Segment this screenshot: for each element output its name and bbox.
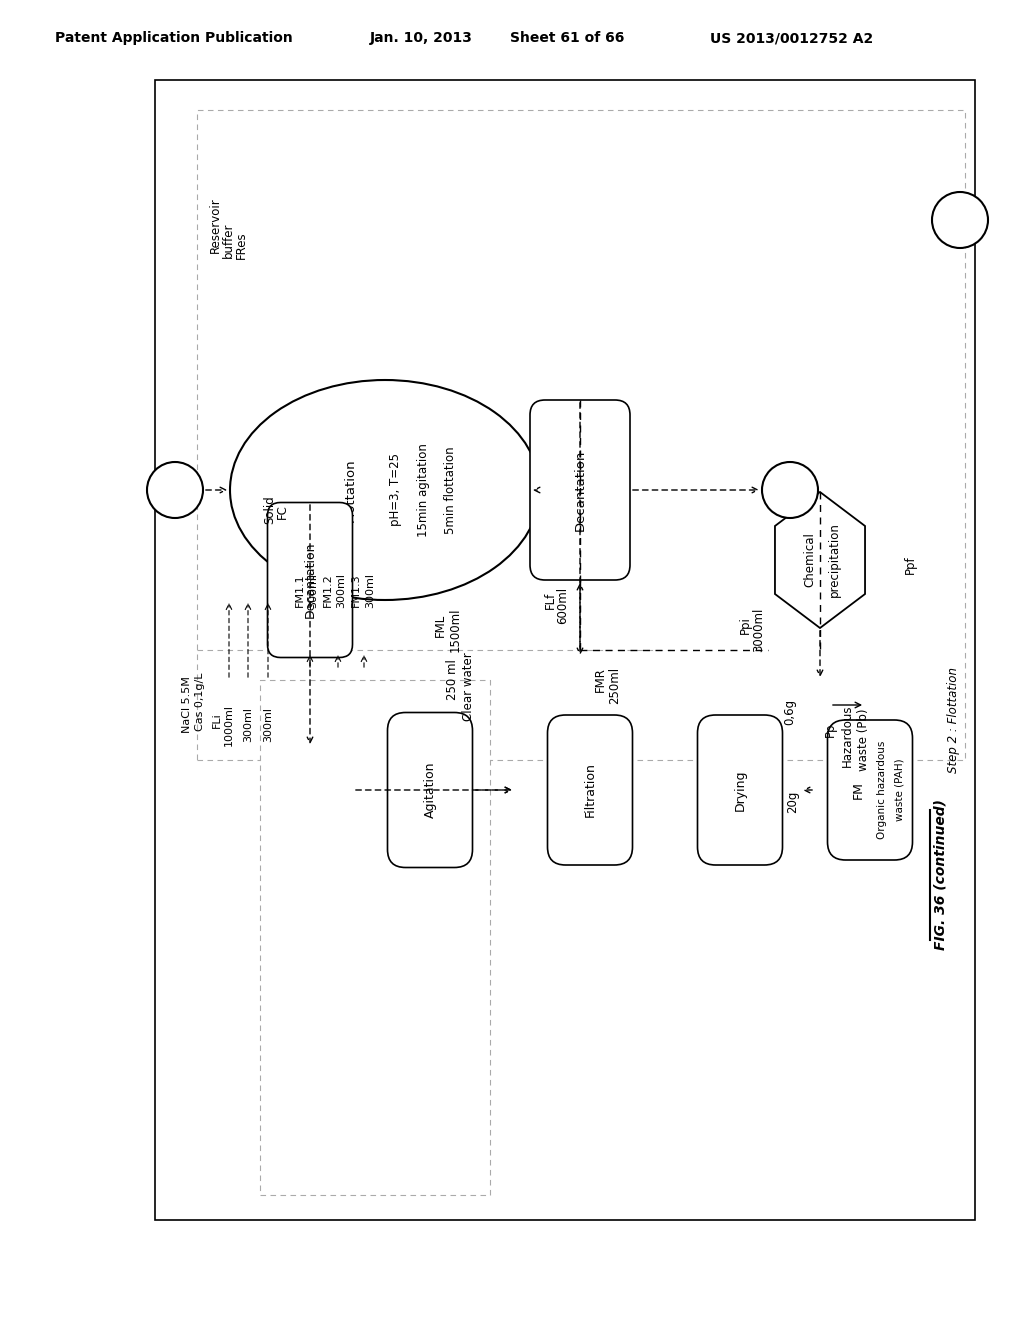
FancyBboxPatch shape (827, 719, 912, 861)
FancyBboxPatch shape (267, 503, 352, 657)
Circle shape (147, 462, 203, 517)
Text: waste (Pb): waste (Pb) (856, 709, 869, 771)
Text: Cas 0,1g/L: Cas 0,1g/L (195, 673, 205, 731)
Text: Filtration: Filtration (584, 763, 597, 817)
Text: 300ml: 300ml (365, 573, 375, 607)
FancyBboxPatch shape (387, 713, 472, 867)
Text: Organic hazardous: Organic hazardous (877, 741, 887, 840)
Text: FC: FC (275, 504, 289, 520)
Text: Pp: Pp (823, 723, 837, 738)
Text: Patent Application Publication: Patent Application Publication (55, 30, 293, 45)
Bar (155, 81, 975, 1220)
Text: 1000ml: 1000ml (224, 704, 234, 746)
Text: 300ml: 300ml (243, 708, 253, 742)
Circle shape (932, 191, 988, 248)
Polygon shape (775, 492, 865, 628)
Text: Clear water: Clear water (462, 652, 474, 721)
Text: 250 ml: 250 ml (446, 660, 460, 701)
Ellipse shape (230, 380, 540, 601)
Text: Solid: Solid (263, 495, 276, 524)
Text: 250ml: 250ml (608, 667, 622, 704)
Text: 1500ml: 1500ml (449, 607, 462, 652)
Text: Reservoir: Reservoir (209, 197, 221, 253)
Text: Hazardous: Hazardous (841, 705, 853, 767)
Text: Decantation: Decantation (303, 541, 316, 618)
Text: B: B (781, 484, 799, 496)
Text: NaCl 5.5M: NaCl 5.5M (182, 677, 193, 734)
Text: 3000ml: 3000ml (753, 607, 766, 652)
Text: A: A (166, 484, 184, 496)
Text: Ppf: Ppf (903, 556, 916, 574)
Text: Step 2 : Flottation: Step 2 : Flottation (946, 667, 959, 774)
FancyBboxPatch shape (530, 400, 630, 579)
Text: FLf: FLf (544, 591, 556, 609)
Text: 0,6g: 0,6g (783, 698, 797, 725)
Text: 600ml: 600ml (556, 586, 569, 623)
Text: FM: FM (852, 781, 864, 799)
Text: 5min flottation: 5min flottation (443, 446, 457, 533)
Text: precipitation: precipitation (827, 523, 841, 598)
Text: FMR: FMR (594, 668, 606, 693)
Text: Sheet 61 of 66: Sheet 61 of 66 (510, 30, 625, 45)
Text: Agitation: Agitation (424, 762, 436, 818)
Text: FIG. 36 (continued): FIG. 36 (continued) (933, 800, 947, 950)
Text: Chemical: Chemical (804, 532, 816, 587)
FancyBboxPatch shape (697, 715, 782, 865)
Text: pH=3, T=25: pH=3, T=25 (388, 454, 401, 527)
Text: FLi: FLi (212, 711, 222, 727)
Bar (260, 680, 490, 1195)
FancyBboxPatch shape (548, 715, 633, 865)
Circle shape (762, 462, 818, 517)
Text: Decantation: Decantation (573, 449, 587, 531)
Text: FML: FML (433, 614, 446, 636)
Text: Jan. 10, 2013: Jan. 10, 2013 (370, 30, 473, 45)
Text: FM1.1: FM1.1 (295, 573, 305, 607)
Text: FM1.3: FM1.3 (351, 573, 361, 607)
Text: 300ml: 300ml (336, 573, 346, 607)
Text: 300ml: 300ml (308, 573, 318, 607)
Text: FRes: FRes (234, 231, 248, 259)
Text: 15min agitation: 15min agitation (417, 444, 429, 537)
Text: waste (PAH): waste (PAH) (895, 759, 905, 821)
Text: Ppi: Ppi (738, 616, 752, 634)
Text: C: C (951, 214, 969, 226)
Text: US 2013/0012752 A2: US 2013/0012752 A2 (710, 30, 873, 45)
Text: Drying: Drying (733, 770, 746, 810)
Text: 20g: 20g (786, 791, 800, 813)
Bar (197, 110, 965, 760)
Text: Flottation: Flottation (343, 458, 356, 521)
Text: buffer: buffer (221, 222, 234, 257)
Text: 300ml: 300ml (263, 708, 273, 742)
Text: FM1.2: FM1.2 (323, 573, 333, 607)
